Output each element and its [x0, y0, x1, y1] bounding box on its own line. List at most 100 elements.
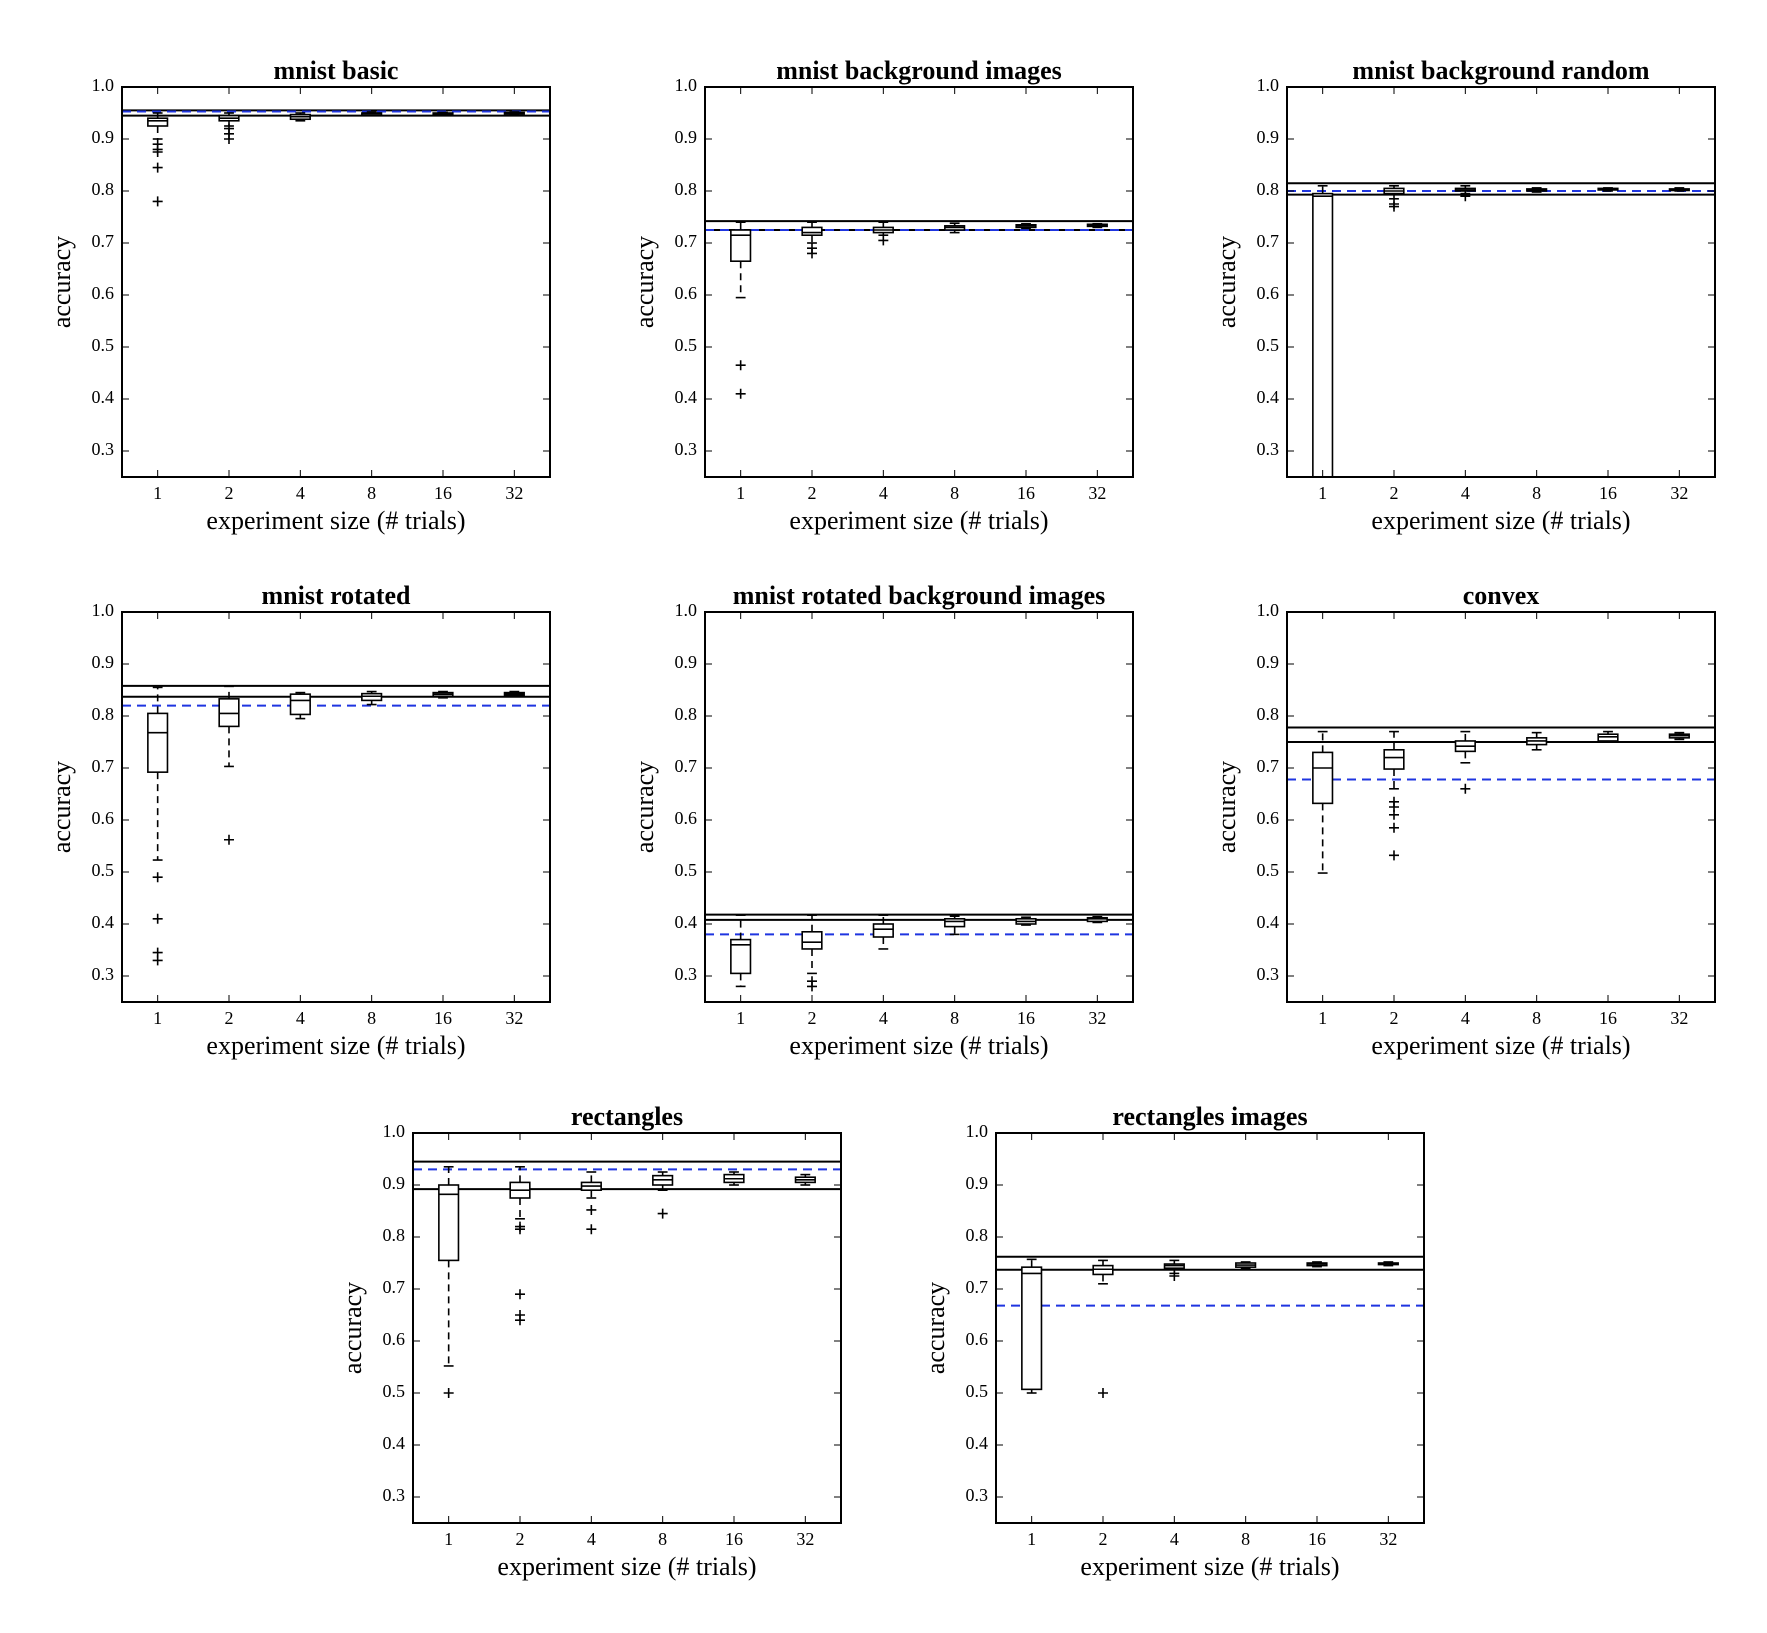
axes-frame: [412, 1132, 842, 1524]
subplot: 0.3 0.4 0.5 0.6 0.7 0.8 0.9 1.0 1 2 4 8 16 32 convex ex…: [1212, 581, 1716, 1060]
y-tick-label: 0.8: [1257, 704, 1280, 724]
y-tick-label: 0.7: [383, 1277, 406, 1297]
flier: [1169, 1271, 1180, 1281]
y-tick-label: 1.0: [1257, 75, 1280, 95]
y-tick-label: 0.5: [675, 335, 698, 355]
box: [1312, 192, 1334, 477]
y-tick-label: 0.8: [675, 704, 698, 724]
x-tick-label: 8: [658, 1529, 667, 1549]
x-tick-label: 4: [587, 1529, 596, 1549]
x-tick-label: 32: [1670, 1008, 1688, 1028]
y-tick-label: 0.6: [92, 808, 115, 828]
y-tick-label: 1.0: [1257, 600, 1280, 620]
y-axis-label: accuracy: [630, 761, 659, 853]
y-tick-label: 0.6: [675, 808, 698, 828]
box: [944, 917, 966, 928]
chart-title: mnist background images: [776, 56, 1062, 85]
x-tick-label: 1: [736, 1008, 745, 1028]
y-tick-label: 1.0: [675, 600, 698, 620]
chart-title: convex: [1463, 581, 1540, 610]
x-tick-label: 16: [434, 483, 452, 503]
axes-frame: [121, 611, 551, 1003]
chart-title: mnist basic: [274, 56, 399, 85]
x-tick-label: 2: [808, 483, 817, 503]
plot-area: [122, 109, 550, 207]
flier: [1460, 191, 1471, 202]
axes-frame: [995, 1132, 1425, 1524]
y-tick-label: 0.7: [92, 231, 115, 251]
flier: [152, 872, 163, 883]
y-axis-label: accuracy: [47, 761, 76, 853]
y-tick-label: 0.8: [1257, 179, 1280, 199]
y-tick-label: 0.9: [1257, 652, 1280, 672]
x-tick-label: 2: [225, 1008, 234, 1028]
y-tick-label: 0.9: [1257, 127, 1280, 147]
x-tick-label: 4: [1461, 483, 1470, 503]
x-tick-label: 32: [1379, 1529, 1397, 1549]
x-tick-label: 4: [879, 483, 888, 503]
x-tick-label: 16: [725, 1529, 743, 1549]
y-axis-label: accuracy: [921, 1282, 950, 1374]
y-tick-label: 0.4: [675, 912, 698, 932]
y-tick-label: 0.3: [1257, 439, 1280, 459]
plot-area: [1287, 726, 1715, 874]
x-tick-label: 1: [1318, 483, 1327, 503]
y-tick-label: 0.7: [92, 756, 115, 776]
x-tick-label: 2: [808, 1008, 817, 1028]
x-tick-label: 32: [505, 483, 523, 503]
plot-area: [705, 220, 1133, 399]
flier: [152, 147, 163, 157]
y-tick-label: 0.7: [1257, 231, 1280, 251]
flier: [807, 248, 817, 259]
x-tick-label: 1: [736, 483, 745, 503]
flier: [515, 1224, 525, 1235]
y-tick-label: 0.4: [92, 912, 115, 932]
flier: [807, 981, 817, 992]
x-tick-label: 4: [1170, 1529, 1179, 1549]
y-tick-label: 0.4: [92, 387, 115, 407]
flier: [735, 388, 746, 399]
x-axis-label: experiment size (# trials): [206, 1031, 465, 1060]
x-tick-label: 8: [1532, 1008, 1541, 1028]
y-tick-label: 1.0: [92, 600, 115, 620]
y-tick-label: 0.4: [1257, 387, 1280, 407]
plot-area: [996, 1255, 1424, 1398]
y-tick-label: 0.8: [966, 1225, 989, 1245]
x-tick-label: 4: [296, 1008, 305, 1028]
subplot: 0.3 0.4 0.5 0.6 0.7 0.8 0.9 1.0 1 2 4 8 16 32 rectangl…: [921, 1102, 1425, 1581]
y-axis-label: accuracy: [1212, 236, 1241, 328]
box: [147, 117, 169, 127]
y-tick-label: 0.8: [675, 179, 698, 199]
y-tick-label: 0.8: [92, 704, 115, 724]
x-tick-label: 1: [1318, 1008, 1327, 1028]
y-tick-label: 0.8: [92, 179, 115, 199]
subplot: 0.3 0.4 0.5 0.6 0.7 0.8 0.9 1.0 1 2 4 8 16 32 mnist ro…: [630, 581, 1134, 1060]
y-tick-label: 1.0: [92, 75, 115, 95]
x-tick-label: 16: [1308, 1529, 1326, 1549]
x-tick-label: 1: [1027, 1529, 1036, 1549]
flier: [1098, 1388, 1108, 1398]
y-tick-label: 0.7: [1257, 756, 1280, 776]
x-axis-label: experiment size (# trials): [206, 506, 465, 535]
x-tick-label: 4: [296, 483, 305, 503]
y-tick-label: 0.5: [675, 860, 698, 880]
y-tick-label: 0.9: [675, 127, 698, 147]
y-tick-label: 0.4: [966, 1433, 989, 1453]
flier: [152, 913, 163, 924]
y-tick-label: 0.7: [675, 231, 698, 251]
x-tick-label: 16: [434, 1008, 452, 1028]
flier: [657, 1208, 668, 1219]
y-tick-label: 0.5: [966, 1381, 989, 1401]
x-tick-label: 32: [796, 1529, 814, 1549]
x-tick-label: 2: [225, 483, 234, 503]
axes-frame: [121, 86, 551, 478]
flier: [1389, 850, 1399, 861]
y-tick-label: 0.3: [675, 964, 698, 984]
flier: [586, 1204, 597, 1215]
flier: [152, 162, 163, 173]
y-tick-label: 0.4: [675, 387, 698, 407]
x-axis-label: experiment size (# trials): [789, 506, 1048, 535]
x-tick-label: 16: [1599, 1008, 1617, 1028]
y-tick-label: 1.0: [966, 1121, 989, 1141]
y-tick-label: 0.6: [675, 283, 698, 303]
